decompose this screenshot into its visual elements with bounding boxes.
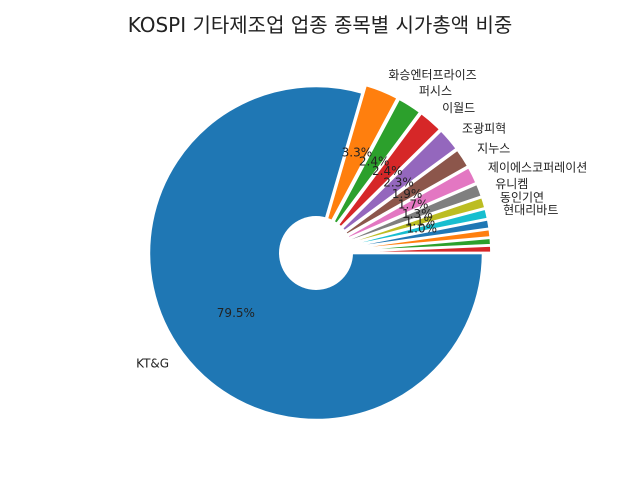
slice-category-label: 이월드 xyxy=(442,101,475,115)
slice-category-label: 조광피혁 xyxy=(462,121,506,135)
slice-category-label: 동인기연 xyxy=(500,191,544,205)
slice-category-label: 제이에스코퍼레이션 xyxy=(488,160,587,174)
pie-slices xyxy=(147,83,493,422)
slice-category-label: 지누스 xyxy=(477,142,510,156)
slice-category-label: 화승엔터프라이즈 xyxy=(388,68,476,82)
slice-percent-label: 79.5% xyxy=(217,306,255,320)
pie-slice xyxy=(317,83,400,246)
slice-category-label: 퍼시스 xyxy=(419,84,452,98)
slice-category-label: 유니켐 xyxy=(495,177,528,191)
slice-percent-label: 2.4% xyxy=(372,164,403,178)
slice-percent-label: 2.4% xyxy=(359,154,390,168)
pie-slice xyxy=(319,96,423,247)
slice-category-label: KT&G xyxy=(136,356,169,370)
slice-category-label: 현대리바트 xyxy=(503,203,558,217)
slice-percent-label: 1.1% xyxy=(405,215,436,229)
slice-percent-label: 1.7% xyxy=(398,198,429,212)
pie-labels: KT&G 79.5% 화승엔터프라이즈 3.3% 퍼시스 2.4% 이월드 2.4% 조광피혁 2… xyxy=(136,68,587,370)
slice-percent-label: 1.0% xyxy=(407,222,438,236)
slice-percent-label: 1.3% xyxy=(402,207,433,221)
chart-title: KOSPI 기타제조업 업종 종목별 시가총액 비중 xyxy=(128,13,513,37)
donut-hole xyxy=(279,216,353,290)
slice-percent-label: 2.3% xyxy=(383,176,414,190)
slice-percent-label: 1.9% xyxy=(392,187,423,201)
slice-percent-label: 3.3% xyxy=(342,145,373,159)
pie-slice xyxy=(324,244,493,255)
